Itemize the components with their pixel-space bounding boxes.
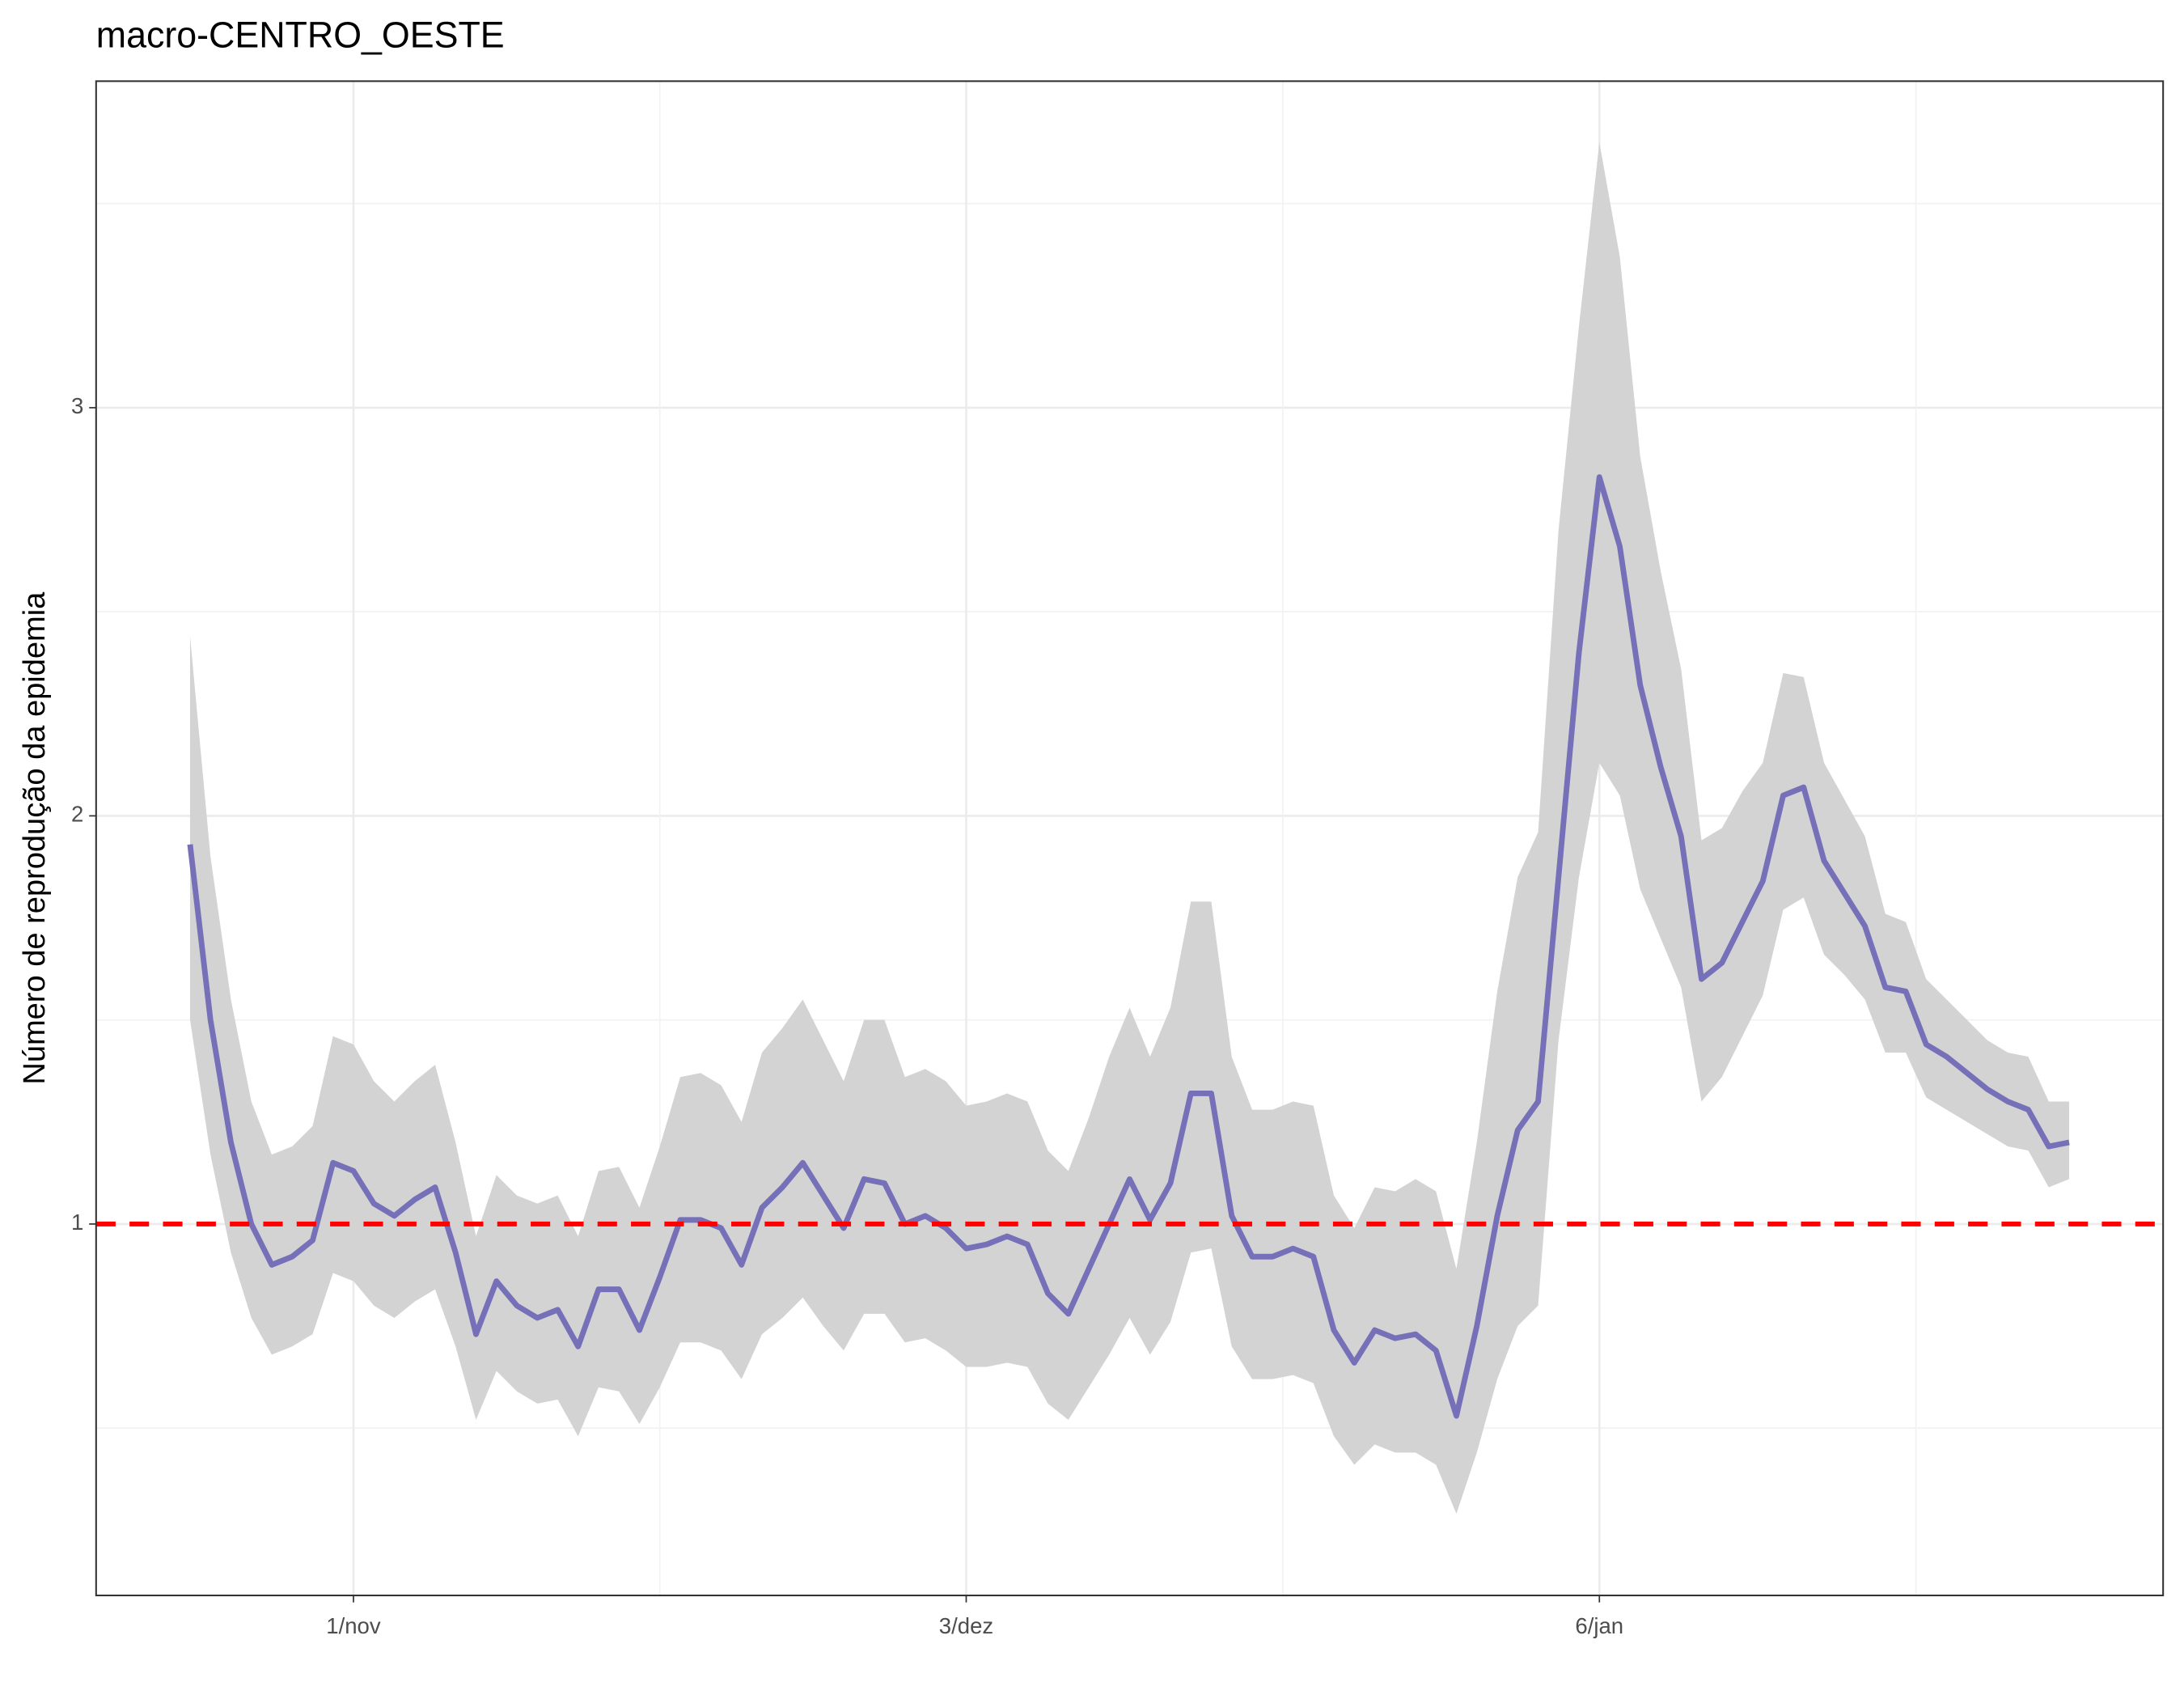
marks [95,142,2164,1515]
y-tick-label: 3 [71,393,83,418]
chart-title: macro-CENTRO_OESTE [96,14,505,55]
y-axis-label: Número de reprodução da epidemia [18,591,52,1085]
x-tick-label: 6/jan [1575,1613,1623,1638]
x-tick-label: 3/dez [939,1613,993,1638]
y-tick-label: 2 [71,802,83,827]
panel-border [95,80,2165,1597]
axes: 1 2 3 1/nov 3/dez 6/jan [71,80,2165,1638]
line [187,474,2070,1419]
y-tick-label: 1 [71,1210,83,1235]
x-tick-label: 1/nov [326,1613,381,1638]
